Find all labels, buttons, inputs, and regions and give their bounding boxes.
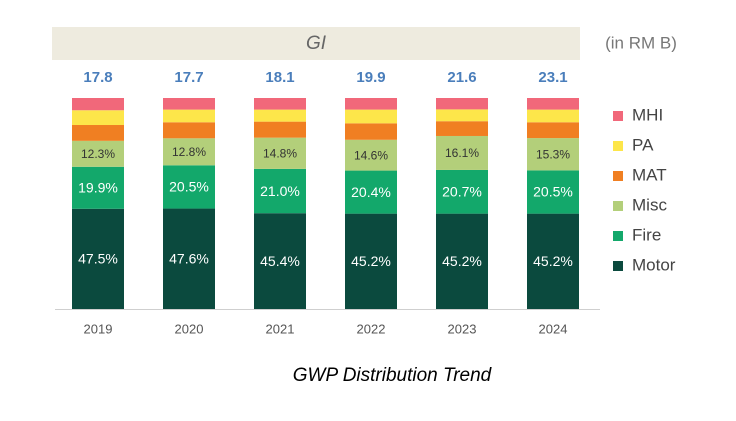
bar-segment <box>254 98 306 110</box>
bar-segment <box>72 98 124 111</box>
bar-segment <box>527 122 579 139</box>
value-label: 45.2% <box>533 253 573 269</box>
bar-segment <box>436 213 488 309</box>
value-label: 20.4% <box>351 184 391 200</box>
total-label: 19.9 <box>356 69 385 86</box>
legend-label: MHI <box>632 105 663 124</box>
x-tick-label: 2020 <box>175 321 204 336</box>
value-label: 16.1% <box>445 146 479 160</box>
bar-segment <box>163 138 215 166</box>
bar-segment <box>163 98 215 110</box>
legend-swatch <box>613 261 623 271</box>
legend-swatch <box>613 111 623 121</box>
legend-swatch <box>613 171 623 181</box>
x-tick-label: 2023 <box>448 321 477 336</box>
legend-label: MAT <box>632 165 667 184</box>
value-label: 14.6% <box>354 148 388 162</box>
total-label: 17.8 <box>83 69 112 86</box>
bar-segment <box>254 168 306 214</box>
legend-label: PA <box>632 135 654 154</box>
bar-segment <box>163 122 215 139</box>
bar-segment <box>254 121 306 138</box>
header-band <box>52 27 580 60</box>
x-tick-label: 2019 <box>84 321 113 336</box>
value-label: 20.5% <box>169 179 209 195</box>
bar-segment <box>436 121 488 136</box>
value-label: 20.5% <box>533 184 573 200</box>
x-tick-label: 2024 <box>539 321 568 336</box>
value-label: 20.7% <box>442 183 482 199</box>
legend-swatch <box>613 141 623 151</box>
value-label: 45.2% <box>442 253 482 269</box>
bar-segment <box>527 138 579 171</box>
value-label: 12.8% <box>172 145 206 159</box>
x-tick-label: 2021 <box>266 321 295 336</box>
bar-segment <box>72 140 124 167</box>
legend-label: Motor <box>632 255 676 274</box>
value-label: 45.4% <box>260 253 300 269</box>
total-label: 17.7 <box>174 69 203 86</box>
legend-label: Misc <box>632 195 667 214</box>
bar-segment <box>72 166 124 209</box>
total-label: 18.1 <box>265 69 294 86</box>
x-tick-label: 2022 <box>357 321 386 336</box>
bar-segment <box>163 165 215 209</box>
unit-note: (in RM B) <box>605 33 677 52</box>
bar-segment <box>436 169 488 214</box>
total-label: 23.1 <box>538 69 567 86</box>
value-label: 21.0% <box>260 183 300 199</box>
value-label: 15.3% <box>536 147 570 161</box>
bar-segment <box>254 137 306 169</box>
legend-swatch <box>613 201 623 211</box>
bar-segment <box>527 109 579 123</box>
bar-segment <box>72 110 124 126</box>
value-label: 12.3% <box>81 147 115 161</box>
bar-segment <box>527 98 579 110</box>
bar-segment <box>436 98 488 110</box>
value-label: 45.2% <box>351 253 391 269</box>
bar-segment <box>527 170 579 214</box>
value-label: 14.8% <box>263 146 297 160</box>
bar-segment <box>436 135 488 170</box>
value-label: 47.6% <box>169 250 209 266</box>
bar-segment <box>345 170 397 214</box>
bar-segment <box>254 213 306 309</box>
bar-segment <box>345 123 397 140</box>
bar-segment <box>345 109 397 124</box>
bar-segment <box>436 109 488 122</box>
bar-segment <box>345 98 397 110</box>
bar-segment <box>163 208 215 309</box>
legend-label: Fire <box>632 225 661 244</box>
bar-segment <box>254 109 306 122</box>
bar-segment <box>345 213 397 309</box>
value-label: 47.5% <box>78 251 118 267</box>
bar-segment <box>527 213 579 309</box>
bar-segment <box>72 125 124 141</box>
value-label: 19.9% <box>78 179 118 195</box>
caption: GWP Distribution Trend <box>293 365 493 386</box>
legend-swatch <box>613 231 623 241</box>
header: GI <box>306 33 327 54</box>
bar-segment <box>345 139 397 171</box>
total-label: 21.6 <box>447 69 476 86</box>
bar-segment <box>163 109 215 123</box>
bar-segment <box>72 208 124 309</box>
